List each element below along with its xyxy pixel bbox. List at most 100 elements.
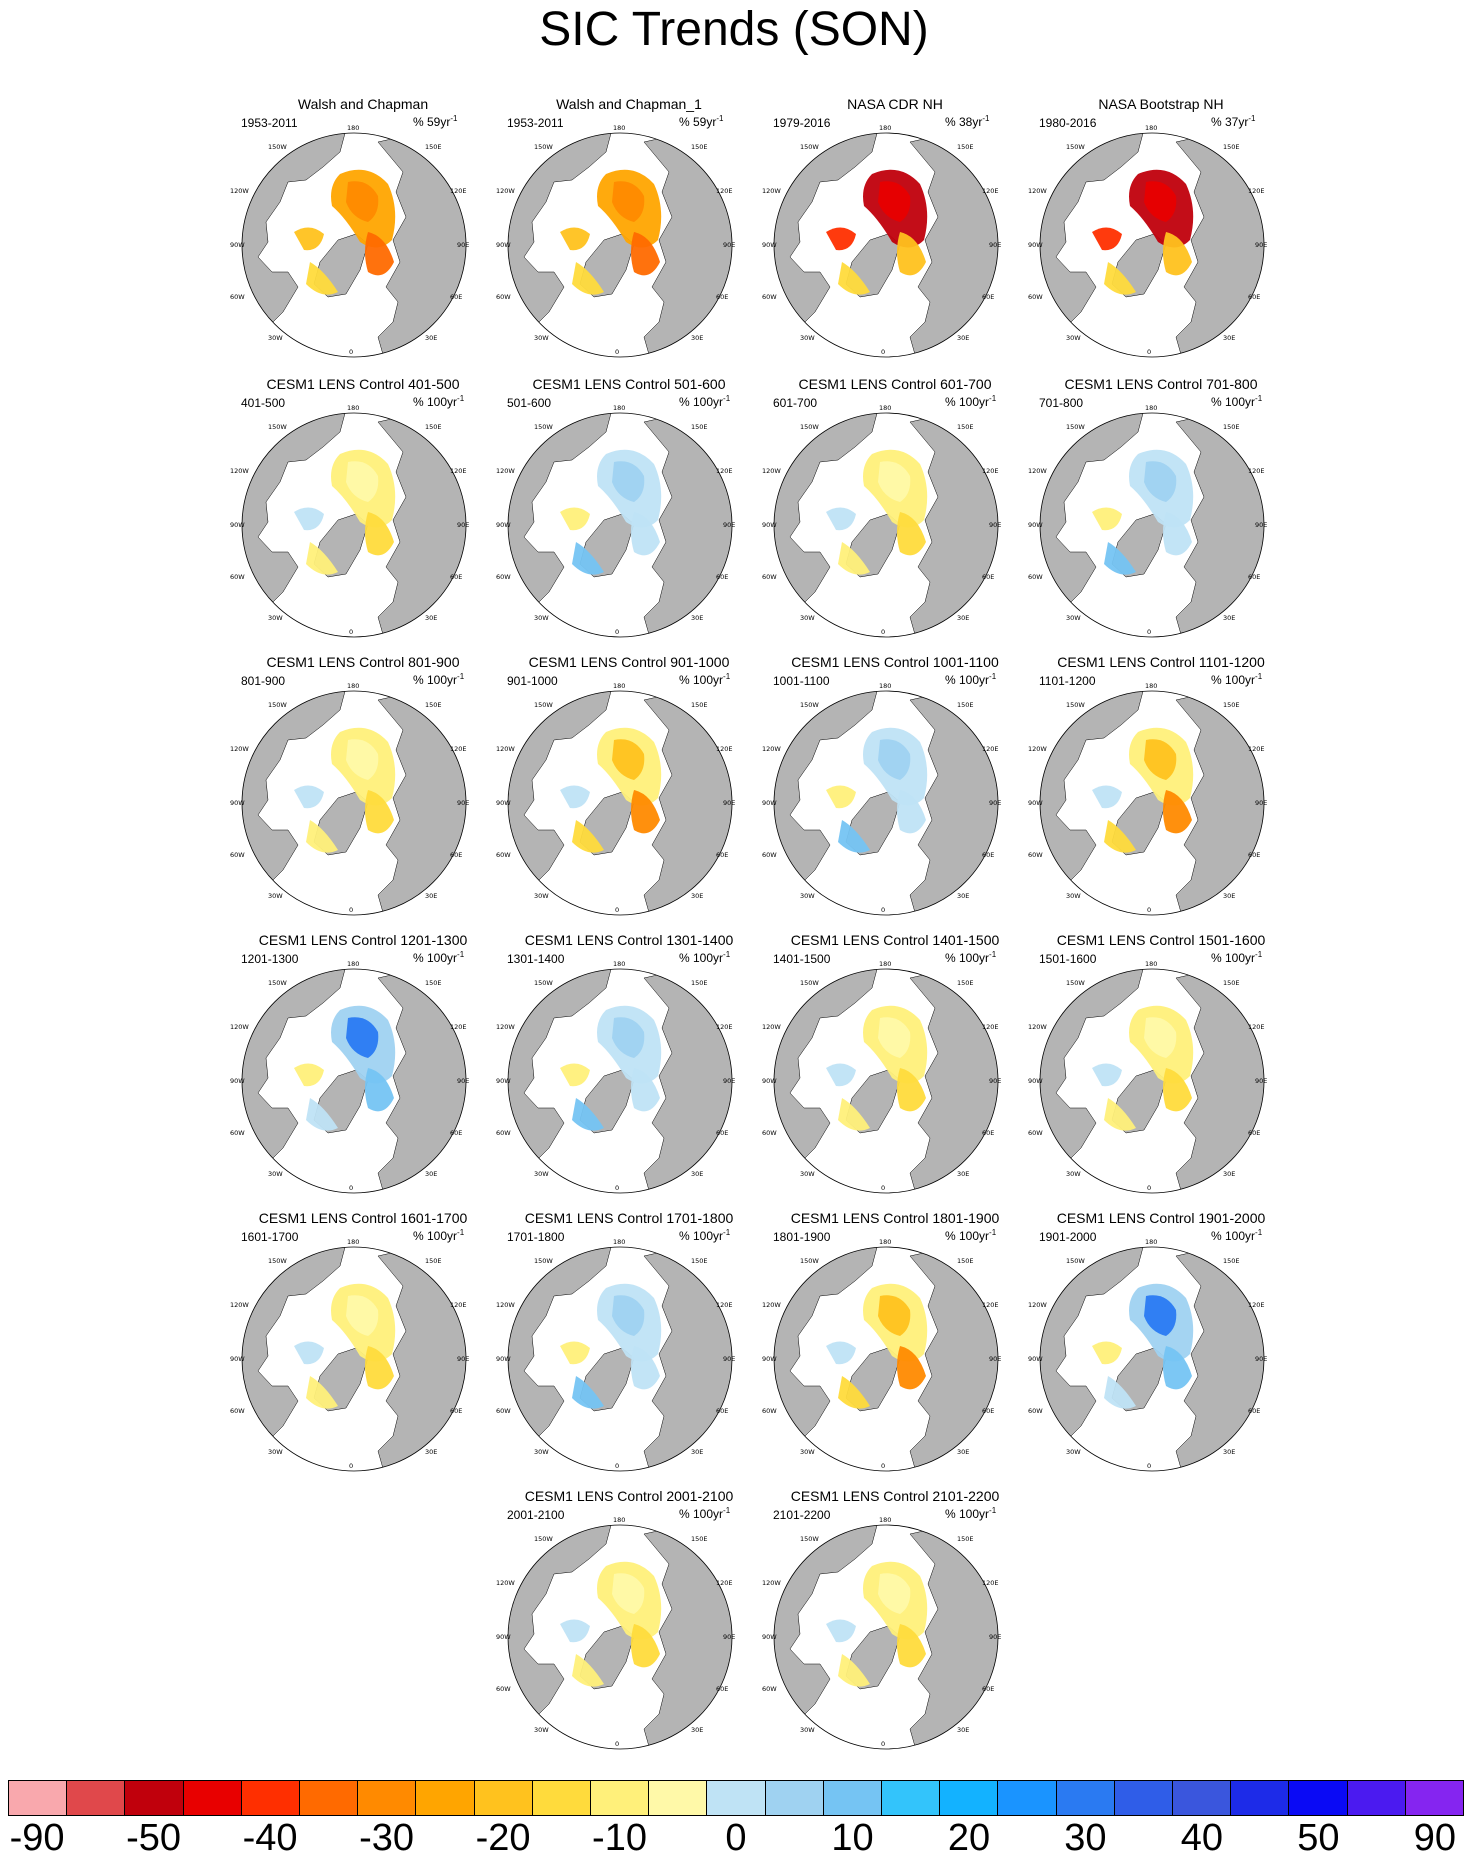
colorbar-swatch — [1347, 1781, 1406, 1815]
longitude-label: 150E — [1223, 1257, 1240, 1265]
longitude-label: 30E — [1223, 892, 1235, 900]
panel-period: 1953-2011 — [507, 116, 564, 130]
polar-map: 180 150W 150E 120W 120E 90W 90E 60W 60E 30W 30E 0 — [762, 682, 1001, 916]
polar-map: 180 150W 150E 120W 120E 90W 90E 60W 60E 30W 30E 0 — [230, 404, 469, 638]
longitude-label: 60W — [1028, 1129, 1043, 1137]
panel-units: % 100yr-1 — [413, 672, 464, 687]
panel-title: CESM1 LENS Control 1501-1600 — [1056, 932, 1266, 948]
longitude-label: 30E — [957, 334, 969, 342]
panel-units-text: % 38yr — [945, 115, 983, 129]
longitude-label: 120E — [716, 1579, 733, 1587]
panel-period: 501-600 — [507, 396, 552, 410]
longitude-label: 180 — [879, 682, 891, 690]
panel-period: 1901-2000 — [1039, 1230, 1097, 1244]
trend-region — [306, 820, 338, 853]
trend-region — [1163, 232, 1192, 276]
longitude-label: 120W — [762, 187, 781, 195]
colorbar-swatch — [300, 1781, 359, 1815]
panel-title: CESM1 LENS Control 701-800 — [1064, 376, 1258, 392]
longitude-label: 90E — [457, 1077, 469, 1085]
longitude-label: 30E — [1223, 1448, 1235, 1456]
longitude-label: 150W — [1066, 423, 1085, 431]
longitude-label: 150W — [268, 423, 287, 431]
map-content — [1040, 969, 1264, 1193]
trend-region — [1104, 262, 1136, 295]
longitude-label: 30E — [425, 1448, 437, 1456]
map-content — [242, 1247, 466, 1471]
longitude-label: 30E — [425, 614, 437, 622]
trend-region — [365, 232, 394, 276]
trend-region — [1092, 227, 1122, 251]
longitude-label: 0 — [615, 906, 619, 914]
longitude-label: 150W — [534, 143, 553, 151]
panel-units-text: % 100yr — [413, 951, 458, 965]
map-boundary — [241, 1246, 467, 1472]
longitude-label: 120W — [1028, 467, 1047, 475]
longitude-label: 150W — [268, 143, 287, 151]
panel-title: CESM1 LENS Control 401-500 — [266, 376, 460, 392]
longitude-label: 150E — [1223, 423, 1240, 431]
longitude-label: 90W — [230, 241, 245, 249]
longitude-label: 180 — [613, 1516, 625, 1524]
trend-region — [1104, 1376, 1136, 1409]
longitude-label: 30W — [800, 892, 815, 900]
map-boundary — [773, 1246, 999, 1472]
longitude-label: 180 — [347, 682, 359, 690]
colorbar-swatch — [1056, 1781, 1115, 1815]
panel-units-exponent: -1 — [457, 394, 465, 403]
longitude-label: 120E — [450, 745, 467, 753]
trend-region — [838, 542, 870, 575]
longitude-label: 150W — [1066, 701, 1085, 709]
trend-region — [1104, 1098, 1136, 1131]
trend-region — [365, 1068, 394, 1112]
trend-region — [346, 461, 379, 502]
panel-period: 701-800 — [1039, 396, 1084, 410]
longitude-label: 30E — [1223, 614, 1235, 622]
trend-region — [560, 1063, 590, 1087]
trend-region — [1163, 1068, 1192, 1112]
map-content — [242, 691, 466, 915]
longitude-label: 150E — [957, 423, 974, 431]
colorbar — [8, 1780, 1464, 1816]
longitude-label: 120W — [1028, 187, 1047, 195]
longitude-label: 30W — [1066, 1448, 1081, 1456]
trend-region — [346, 181, 379, 222]
longitude-label: 60W — [230, 1129, 245, 1137]
trend-region — [612, 739, 645, 780]
panel-period: 1301-1400 — [507, 952, 565, 966]
longitude-label: 180 — [1145, 960, 1157, 968]
trend-region — [631, 512, 660, 556]
trend-region — [294, 1063, 324, 1087]
map-panel: CESM1 LENS Control 2001-2100 2001-2100 % 1… — [494, 1488, 774, 1766]
map-panel: NASA CDR NH 1979-2016% 38yr-1 180 150W 150E 1… — [760, 96, 1040, 374]
longitude-label: 30W — [534, 614, 549, 622]
polar-map: 180 150W 150E 120W 120E 90W 90E 60W 60E 30W 30E 0 — [1028, 1238, 1267, 1472]
map-boundary — [507, 132, 733, 358]
panel-title: CESM1 LENS Control 1401-1500 — [790, 932, 1000, 948]
longitude-label: 150E — [1223, 143, 1240, 151]
map-boundary — [241, 132, 467, 358]
longitude-label: 0 — [615, 1740, 619, 1748]
longitude-label: 120W — [496, 1579, 515, 1587]
trend-region — [878, 181, 911, 222]
panel-units-exponent: -1 — [1255, 394, 1263, 403]
longitude-label: 0 — [881, 1184, 885, 1192]
panel-title: Walsh and Chapman — [297, 96, 429, 112]
trend-region — [560, 1341, 590, 1365]
panel-title: CESM1 LENS Control 601-700 — [798, 376, 992, 392]
trend-region — [612, 181, 645, 222]
trend-region — [631, 1624, 660, 1668]
panel-title: CESM1 LENS Control 801-900 — [266, 654, 460, 670]
longitude-label: 90W — [1028, 241, 1043, 249]
map-panel: Walsh and Chapman_1 1953-2011% 59yr-1 180 1… — [494, 96, 774, 374]
panel-units-text: % 100yr — [413, 673, 458, 687]
map-content — [508, 133, 732, 357]
polar-map: 180 150W 150E 120W 120E 90W 90E 60W 60E 30W 30E 0 — [496, 404, 735, 638]
longitude-label: 60W — [230, 1407, 245, 1415]
panel-units: % 38yr-1 — [945, 114, 989, 129]
map-panel: CESM1 LENS Control 901-1000 901-1000 % 100… — [494, 654, 774, 932]
panel-units: % 100yr-1 — [679, 1228, 730, 1243]
longitude-label: 120W — [762, 467, 781, 475]
colorbar-swatch — [940, 1781, 999, 1815]
map-content — [508, 691, 732, 915]
